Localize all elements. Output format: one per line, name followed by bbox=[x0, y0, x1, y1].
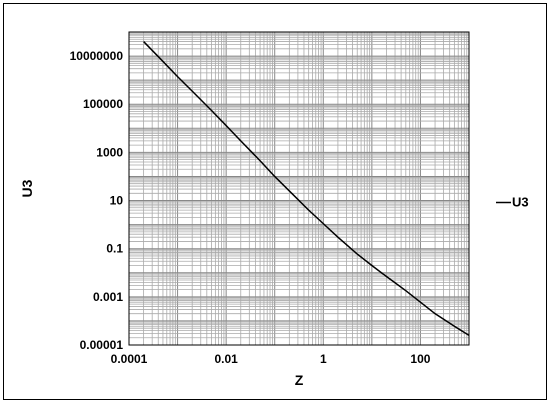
legend-label-u3: U3 bbox=[512, 195, 529, 210]
x-tick-label: 0.0001 bbox=[111, 352, 148, 366]
y-tick-label: 10 bbox=[110, 194, 124, 208]
y-tick-label: 0.00001 bbox=[80, 338, 124, 352]
x-tick-label: 0.01 bbox=[214, 352, 238, 366]
plot-area bbox=[128, 31, 470, 346]
y-tick-label: 100000 bbox=[83, 97, 123, 111]
x-axis-ticks: 0.0001 0.01 1 100 bbox=[111, 352, 431, 366]
chart: 0.0001 0.01 1 100 10000000 100000 1000 10 0.1 0.… bbox=[19, 31, 529, 388]
y-tick-label: 10000000 bbox=[70, 49, 124, 63]
y-tick-label: 0.001 bbox=[93, 290, 123, 304]
grid bbox=[128, 32, 469, 346]
y-axis-ticks: 10000000 100000 1000 10 0.1 0.001 0.00001 bbox=[70, 49, 124, 352]
y-axis-title: U3 bbox=[19, 179, 35, 197]
series-line-u3 bbox=[143, 41, 469, 337]
legend: U3 bbox=[496, 195, 529, 210]
y-tick-label: 0.1 bbox=[106, 242, 123, 256]
chart-frame: 0.0001 0.01 1 100 10000000 100000 1000 10 0.1 0.… bbox=[3, 3, 547, 400]
series-layer bbox=[143, 41, 469, 337]
x-tick-label: 1 bbox=[320, 352, 327, 366]
y-tick-label: 1000 bbox=[96, 145, 123, 159]
x-tick-label: 100 bbox=[410, 352, 430, 366]
x-axis-title: Z bbox=[295, 372, 304, 388]
